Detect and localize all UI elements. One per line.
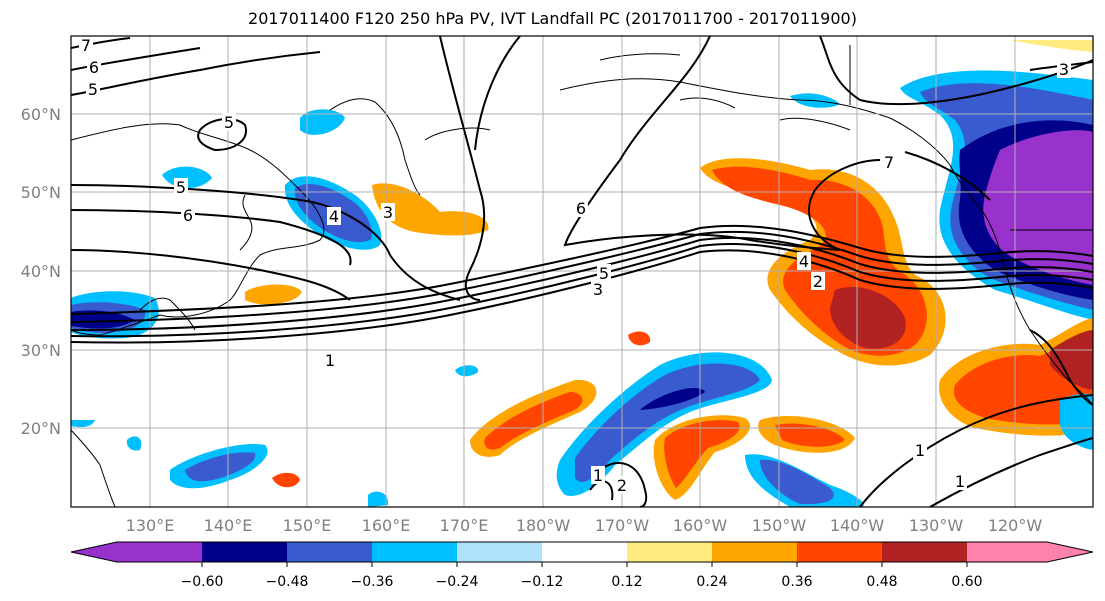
contour-label: 5	[176, 178, 186, 197]
map-area: 7 6 5 5 5 6 4 3 6 5 3 1 2 4 7 3 1 1 1 2	[71, 36, 1093, 507]
lon-label: 140°E	[204, 516, 253, 535]
colorbar-tick-label: −0.48	[266, 574, 309, 590]
contour-label: 3	[383, 203, 393, 222]
colorbar: −0.60 −0.48 −0.36 −0.24 −0.12 0.12 0.24 …	[70, 541, 1094, 590]
contour-label: 3	[1059, 60, 1069, 79]
longitude-labels: 130°E 140°E 150°E 160°E 170°E 180°W 170°…	[126, 516, 1043, 535]
colorbar-tick-label: 0.48	[866, 574, 897, 590]
lat-label: 40°N	[21, 262, 61, 281]
colorbar-tick-labels: −0.60 −0.48 −0.36 −0.24 −0.12 0.12 0.24 …	[181, 574, 983, 590]
colorbar-swatch	[372, 542, 457, 562]
lon-label: 140°W	[830, 516, 885, 535]
colorbar-tick-label: −0.12	[521, 574, 564, 590]
colorbar-swatch	[287, 542, 372, 562]
colorbar-ticks	[201, 562, 968, 567]
colorbar-extend-max	[1047, 542, 1093, 562]
colorbar-tick-label: −0.24	[436, 574, 479, 590]
colorbar-segments	[71, 542, 1093, 562]
contour-label: 2	[813, 272, 823, 291]
colorbar-swatch	[202, 542, 287, 562]
contour-label: 5	[224, 113, 234, 132]
lon-label: 150°W	[752, 516, 807, 535]
lon-label: 170°E	[440, 516, 489, 535]
colorbar-extend-min	[71, 542, 117, 562]
colorbar-swatch	[457, 542, 542, 562]
contour-label: 6	[183, 206, 193, 225]
lon-label: 170°W	[595, 516, 650, 535]
pv-contours	[71, 36, 1093, 507]
colorbar-tick-label: −0.60	[181, 574, 224, 590]
lon-label: 130°W	[909, 516, 964, 535]
contour-label: 1	[593, 466, 603, 485]
map-title: 2017011400 F120 250 hPa PV, IVT Landfall…	[248, 9, 857, 28]
lon-label: 160°W	[673, 516, 728, 535]
contour-labels: 7 6 5 5 5 6 4 3 6 5 3 1 2 4 7 3 1 1 1 2	[79, 36, 1071, 495]
contour-label: 6	[576, 199, 586, 218]
contour-label: 6	[89, 58, 99, 77]
lat-label: 30°N	[21, 341, 61, 360]
colorbar-tick-label: −0.36	[351, 574, 394, 590]
colorbar-swatch	[117, 542, 202, 562]
contour-label: 4	[799, 252, 809, 271]
colorbar-tick-label: 0.24	[696, 574, 727, 590]
lon-label: 120°W	[988, 516, 1043, 535]
colorbar-swatch	[797, 542, 882, 562]
latitude-labels: 60°N 50°N 40°N 30°N 20°N	[21, 105, 61, 438]
lat-label: 50°N	[21, 183, 61, 202]
colorbar-swatch	[712, 542, 797, 562]
contour-label: 1	[915, 441, 925, 460]
lat-label: 60°N	[21, 105, 61, 124]
lon-label: 130°E	[126, 516, 175, 535]
contour-label: 7	[884, 153, 894, 172]
colorbar-tick-label: 0.12	[611, 574, 642, 590]
lon-label: 150°E	[283, 516, 332, 535]
contour-label: 4	[329, 207, 339, 226]
colorbar-outline	[70, 541, 1094, 563]
lat-label: 20°N	[21, 419, 61, 438]
map-frame	[70, 35, 1094, 508]
colorbar-tick-label: 0.60	[951, 574, 982, 590]
contour-label: 3	[593, 280, 603, 299]
colorbar-swatch	[882, 542, 967, 562]
contour-label: 7	[81, 36, 91, 55]
contour-label: 5	[88, 80, 98, 99]
colorbar-swatch	[967, 542, 1047, 562]
shaded-field	[71, 40, 1093, 507]
lon-label: 180°W	[516, 516, 571, 535]
contour-label: 1	[955, 472, 965, 491]
contour-label: 2	[617, 476, 627, 495]
colorbar-swatch	[542, 542, 627, 562]
colorbar-swatch	[627, 542, 712, 562]
contour-label: 5	[599, 264, 609, 283]
lon-label: 160°E	[362, 516, 411, 535]
colorbar-tick-label: 0.36	[781, 574, 812, 590]
contour-label: 1	[325, 351, 335, 370]
